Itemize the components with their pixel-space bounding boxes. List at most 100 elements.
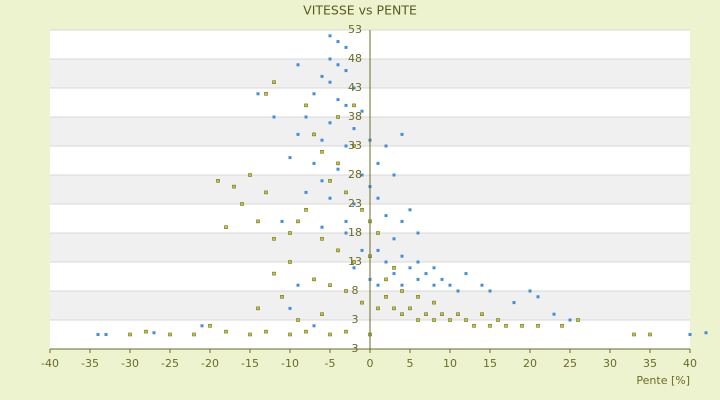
x-tick-label: 25 bbox=[563, 357, 577, 370]
point bbox=[272, 115, 276, 119]
x-tick-label: 40 bbox=[683, 357, 697, 370]
y-tick-label: 8 bbox=[352, 284, 359, 297]
point bbox=[288, 306, 292, 310]
point bbox=[96, 333, 100, 336]
y-tick-label: 33 bbox=[348, 139, 362, 152]
point bbox=[272, 237, 276, 241]
point bbox=[312, 132, 316, 137]
x-tick-label: 0 bbox=[367, 357, 374, 370]
point bbox=[336, 98, 340, 102]
point bbox=[320, 74, 324, 78]
point bbox=[416, 231, 420, 235]
point bbox=[448, 283, 452, 287]
point bbox=[400, 312, 404, 316]
point bbox=[344, 69, 348, 73]
point bbox=[424, 272, 428, 276]
x-tick-label: -25 bbox=[161, 357, 179, 370]
point bbox=[472, 324, 476, 328]
point bbox=[320, 237, 324, 241]
point bbox=[536, 295, 540, 299]
point bbox=[256, 92, 260, 96]
point bbox=[360, 109, 364, 113]
point bbox=[336, 167, 340, 171]
point bbox=[296, 219, 300, 224]
y-tick-label: 43 bbox=[348, 81, 362, 94]
x-tick-label: 5 bbox=[407, 357, 414, 370]
point bbox=[224, 225, 228, 229]
point bbox=[376, 161, 380, 165]
point bbox=[448, 318, 452, 322]
point bbox=[192, 332, 196, 337]
x-tick-label: -40 bbox=[41, 357, 59, 370]
point bbox=[384, 295, 388, 299]
point bbox=[312, 161, 316, 165]
point bbox=[240, 202, 244, 206]
point bbox=[344, 144, 348, 148]
y-tick-label: 18 bbox=[348, 226, 362, 239]
point bbox=[280, 295, 284, 299]
point bbox=[456, 289, 460, 293]
point bbox=[248, 173, 252, 177]
point bbox=[688, 333, 692, 336]
point bbox=[432, 266, 436, 270]
point bbox=[304, 190, 308, 194]
point bbox=[352, 103, 356, 108]
point bbox=[576, 318, 580, 322]
x-axis-label: Pente [%] bbox=[636, 374, 690, 387]
point bbox=[400, 289, 404, 293]
point bbox=[256, 306, 260, 311]
y-tick-label: 38 bbox=[348, 110, 362, 123]
point bbox=[296, 63, 300, 67]
point bbox=[384, 260, 388, 264]
point bbox=[304, 208, 308, 212]
point bbox=[480, 283, 484, 287]
point bbox=[256, 219, 260, 224]
point bbox=[488, 289, 492, 293]
point bbox=[648, 332, 652, 337]
point bbox=[344, 219, 348, 223]
point bbox=[272, 80, 276, 84]
point bbox=[416, 295, 420, 299]
point bbox=[264, 329, 268, 334]
point bbox=[352, 144, 356, 148]
point bbox=[424, 312, 428, 316]
point bbox=[480, 312, 484, 316]
x-tick-label: -30 bbox=[121, 357, 139, 370]
point bbox=[408, 306, 412, 311]
point bbox=[288, 260, 292, 264]
point bbox=[344, 45, 348, 49]
chart-title: VITESSE vs PENTE bbox=[303, 3, 417, 18]
point bbox=[328, 34, 332, 38]
point bbox=[392, 272, 396, 276]
point bbox=[328, 121, 332, 125]
point bbox=[312, 92, 316, 96]
point bbox=[344, 190, 348, 195]
point bbox=[216, 179, 220, 183]
point bbox=[296, 283, 300, 287]
point bbox=[376, 231, 380, 235]
point bbox=[320, 150, 324, 154]
point bbox=[392, 173, 396, 177]
point bbox=[360, 248, 364, 252]
y-tick-label: 3 bbox=[352, 313, 359, 326]
y-tick-label: 28 bbox=[348, 168, 362, 181]
point bbox=[376, 196, 380, 200]
point bbox=[336, 63, 340, 67]
x-tick-label: 20 bbox=[523, 357, 537, 370]
point bbox=[336, 161, 340, 166]
y-tick-label: 53 bbox=[348, 23, 362, 36]
point bbox=[552, 312, 556, 316]
point bbox=[704, 331, 708, 335]
point bbox=[504, 324, 508, 328]
x-tick-label: -10 bbox=[281, 357, 299, 370]
point bbox=[376, 306, 380, 311]
point bbox=[304, 103, 308, 108]
point bbox=[336, 115, 340, 119]
point bbox=[352, 127, 356, 131]
point bbox=[344, 103, 348, 107]
point bbox=[224, 329, 228, 334]
point bbox=[288, 156, 292, 160]
point bbox=[344, 231, 348, 235]
x-tick-label: 35 bbox=[643, 357, 657, 370]
x-tick-label: -5 bbox=[325, 357, 336, 370]
